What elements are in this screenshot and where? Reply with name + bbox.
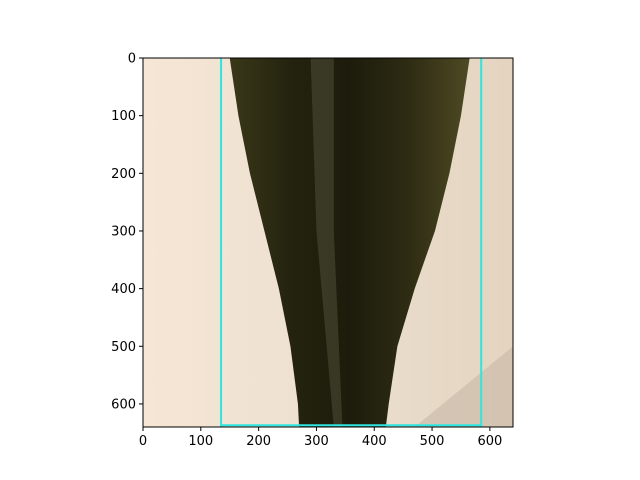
axes-frame	[142, 57, 514, 428]
y-tick-label: 100	[111, 109, 136, 124]
y-axis: 0 100 200 300 400 500 600	[111, 52, 143, 412]
y-tick-label: 300	[111, 224, 136, 239]
y-tick-label: 200	[111, 167, 136, 182]
x-tick-label: 0	[139, 434, 147, 449]
y-tick-label: 500	[111, 340, 136, 355]
y-tick-label: 0	[128, 52, 136, 67]
photo-shadow	[414, 346, 513, 427]
x-tick-label: 300	[304, 434, 329, 449]
y-tick-label: 600	[111, 397, 136, 412]
bottle-highlight	[310, 58, 343, 427]
x-axis: 0 100 200 300 400 500 600	[139, 427, 502, 449]
overlay-lines	[220, 58, 483, 427]
x-tick-label: 200	[246, 434, 271, 449]
x-tick-label: 100	[188, 434, 213, 449]
bottle-photo	[229, 58, 470, 427]
x-tick-label: 500	[420, 434, 445, 449]
x-tick-label: 400	[362, 434, 387, 449]
x-tick-label: 600	[477, 434, 502, 449]
y-tick-label: 400	[111, 282, 136, 297]
plot-area	[143, 58, 513, 427]
